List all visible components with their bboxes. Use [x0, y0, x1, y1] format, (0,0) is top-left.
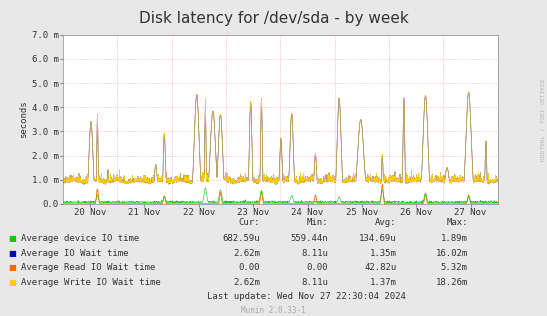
Text: 42.82u: 42.82u	[364, 264, 397, 272]
Text: 8.11u: 8.11u	[301, 278, 328, 287]
Text: 134.69u: 134.69u	[359, 234, 397, 243]
Text: 1.37m: 1.37m	[370, 278, 397, 287]
Text: ■: ■	[8, 249, 16, 258]
Text: 0.00: 0.00	[307, 264, 328, 272]
Text: Last update: Wed Nov 27 22:30:04 2024: Last update: Wed Nov 27 22:30:04 2024	[207, 292, 406, 301]
Text: 1.35m: 1.35m	[370, 249, 397, 258]
Text: ■: ■	[8, 264, 16, 272]
Text: ■: ■	[8, 234, 16, 243]
Text: Cur:: Cur:	[238, 218, 260, 227]
Text: ■: ■	[8, 278, 16, 287]
Text: 5.32m: 5.32m	[441, 264, 468, 272]
Text: Munin 2.0.33-1: Munin 2.0.33-1	[241, 306, 306, 315]
Text: 0.00: 0.00	[238, 264, 260, 272]
Text: RRDTOOL / TOBI OETIKER: RRDTOOL / TOBI OETIKER	[540, 79, 545, 161]
Text: 1.89m: 1.89m	[441, 234, 468, 243]
Text: Average device IO time: Average device IO time	[21, 234, 139, 243]
Text: 18.26m: 18.26m	[435, 278, 468, 287]
Text: 2.62m: 2.62m	[233, 278, 260, 287]
Text: Average Read IO Wait time: Average Read IO Wait time	[21, 264, 155, 272]
Text: Avg:: Avg:	[375, 218, 397, 227]
Text: Min:: Min:	[307, 218, 328, 227]
Text: Disk latency for /dev/sda - by week: Disk latency for /dev/sda - by week	[138, 11, 409, 26]
Text: 2.62m: 2.62m	[233, 249, 260, 258]
Text: 559.44n: 559.44n	[290, 234, 328, 243]
Text: 16.02m: 16.02m	[435, 249, 468, 258]
Text: Average IO Wait time: Average IO Wait time	[21, 249, 129, 258]
Text: 8.11u: 8.11u	[301, 249, 328, 258]
Text: 682.59u: 682.59u	[222, 234, 260, 243]
Text: seconds: seconds	[19, 100, 28, 138]
Text: Average Write IO Wait time: Average Write IO Wait time	[21, 278, 160, 287]
Text: Max:: Max:	[446, 218, 468, 227]
